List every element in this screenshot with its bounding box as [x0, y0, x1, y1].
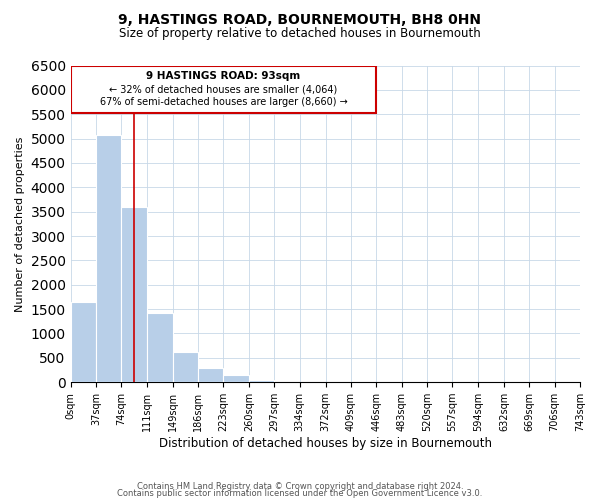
- Text: 9, HASTINGS ROAD, BOURNEMOUTH, BH8 0HN: 9, HASTINGS ROAD, BOURNEMOUTH, BH8 0HN: [119, 12, 482, 26]
- X-axis label: Distribution of detached houses by size in Bournemouth: Distribution of detached houses by size …: [159, 437, 492, 450]
- Text: 67% of semi-detached houses are larger (8,660) →: 67% of semi-detached houses are larger (…: [100, 98, 347, 108]
- Text: 9 HASTINGS ROAD: 93sqm: 9 HASTINGS ROAD: 93sqm: [146, 71, 301, 81]
- Bar: [146, 313, 173, 382]
- Text: Contains HM Land Registry data © Crown copyright and database right 2024.: Contains HM Land Registry data © Crown c…: [137, 482, 463, 491]
- Bar: [249, 380, 274, 382]
- Bar: [96, 134, 121, 382]
- Text: ← 32% of detached houses are smaller (4,064): ← 32% of detached houses are smaller (4,…: [109, 84, 338, 94]
- FancyBboxPatch shape: [71, 66, 376, 113]
- Bar: [223, 375, 249, 382]
- Text: Size of property relative to detached houses in Bournemouth: Size of property relative to detached ho…: [119, 28, 481, 40]
- Bar: [173, 352, 198, 382]
- Text: Contains public sector information licensed under the Open Government Licence v3: Contains public sector information licen…: [118, 490, 482, 498]
- Bar: [71, 302, 96, 382]
- Bar: [121, 208, 146, 382]
- Y-axis label: Number of detached properties: Number of detached properties: [15, 136, 25, 312]
- Bar: [198, 368, 223, 382]
